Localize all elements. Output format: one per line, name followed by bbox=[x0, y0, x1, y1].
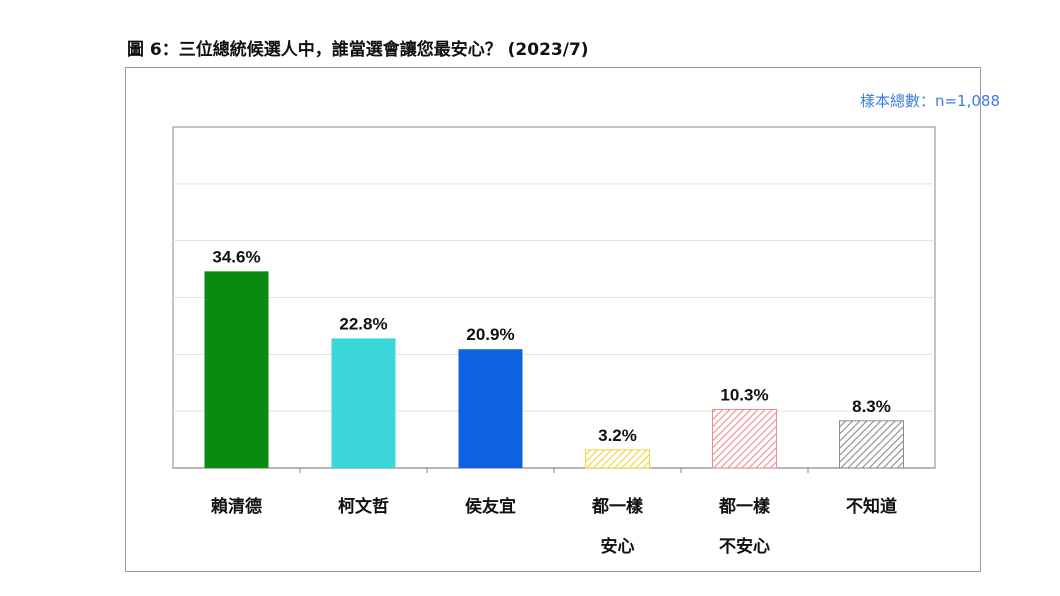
bar bbox=[839, 420, 904, 469]
data-label: 10.3% bbox=[720, 385, 768, 404]
data-label: 20.9% bbox=[466, 325, 514, 344]
chart-title: 圖 6：三位總統候選人中，誰當選會讓您最安心？ (2023/7) bbox=[127, 40, 589, 60]
bar bbox=[204, 271, 269, 468]
data-label: 3.2% bbox=[598, 426, 637, 445]
bar bbox=[712, 408, 777, 469]
category-label: 都一樣 bbox=[718, 496, 771, 517]
category-label: 不知道 bbox=[846, 496, 897, 517]
category-label: 安心 bbox=[601, 536, 635, 557]
chart-frame bbox=[125, 67, 981, 572]
category-label: 都一樣 bbox=[591, 496, 644, 517]
category-label: 賴清德 bbox=[211, 496, 262, 517]
data-label: 22.8% bbox=[339, 314, 387, 333]
bar bbox=[585, 449, 650, 469]
bar bbox=[331, 338, 396, 468]
category-label: 柯文哲 bbox=[338, 496, 389, 517]
data-label: 8.3% bbox=[852, 397, 891, 416]
sample-size-note: 樣本總數：n=1,088 bbox=[859, 92, 1000, 110]
category-label: 不安心 bbox=[719, 536, 770, 557]
data-label: 34.6% bbox=[212, 247, 260, 266]
bar bbox=[458, 349, 523, 468]
category-label: 侯友宜 bbox=[465, 496, 516, 517]
